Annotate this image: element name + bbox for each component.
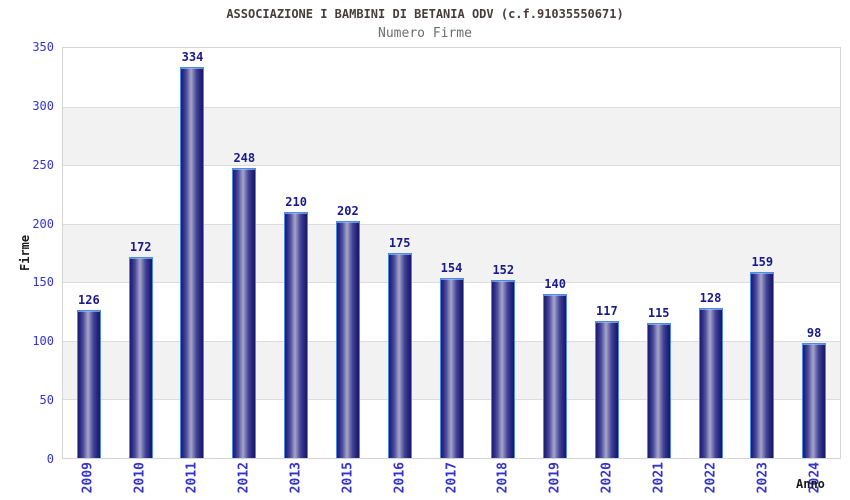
bar	[335, 221, 360, 458]
x-tick-label: 2023	[755, 462, 771, 494]
x-tick-label: 2021	[651, 462, 667, 494]
y-tick-label: 300	[32, 98, 54, 113]
y-tick-label: 50	[39, 393, 54, 408]
x-tick-label: 2017	[444, 462, 459, 494]
bar-value-label: 128	[699, 291, 722, 306]
bar	[387, 253, 412, 458]
x-axis-ticks: 2009 2010 2011 2012 2013 2015 2016 2017 2018 2019…	[62, 462, 841, 500]
bar-value-label: 172	[129, 239, 152, 254]
bar	[439, 277, 464, 458]
bar-value-label: 334	[181, 49, 204, 64]
plot-area: 126 172 334 248 210 202 175 154 152 140 117 115 128 1…	[62, 47, 841, 459]
bar-value-label: 175	[388, 236, 411, 250]
bar-value-label: 202	[337, 204, 359, 219]
y-tick-label: 0	[46, 452, 54, 466]
gridline	[63, 165, 840, 167]
bar-value-label: 159	[751, 254, 774, 269]
chart-title: ASSOCIAZIONE I BAMBINI DI BETANIA ODV (c…	[226, 7, 624, 21]
bar-value-label: 98	[806, 326, 822, 341]
y-tick-label: 250	[32, 157, 54, 172]
bar	[491, 279, 516, 458]
x-tick-label: 2010	[132, 462, 148, 494]
x-tick-label: 2011	[184, 462, 200, 494]
bar-value-label: 115	[647, 306, 670, 321]
bar-value-label: 248	[233, 150, 256, 165]
bar	[802, 343, 827, 458]
bar	[76, 310, 101, 458]
bar	[128, 256, 153, 458]
x-tick-label: 2015	[340, 462, 356, 494]
x-tick-label: 2018	[495, 462, 511, 494]
y-tick-label: 100	[32, 334, 54, 349]
bar	[543, 294, 568, 458]
bar-value-label: 210	[285, 195, 307, 209]
y-tick-label: 350	[32, 40, 54, 54]
y-tick-label: 150	[32, 275, 54, 290]
bar	[594, 320, 619, 458]
bar	[698, 308, 723, 458]
bar	[284, 212, 309, 458]
bar	[646, 323, 671, 458]
bar-value-label: 154	[440, 260, 463, 275]
y-axis-ticks: 0 50 100 150 200 250 300 350	[0, 40, 54, 466]
bar	[750, 271, 775, 458]
x-tick-label: 2022	[703, 462, 719, 494]
chart-subtitle: Numero Firme	[378, 26, 472, 41]
x-tick-label: 2020	[599, 462, 615, 494]
x-axis-title: Anno	[796, 477, 825, 491]
bar-value-label: 140	[544, 277, 566, 291]
bar-value-label: 126	[78, 293, 100, 308]
x-tick-label: 2019	[547, 462, 563, 494]
bar	[180, 66, 205, 458]
x-tick-label: 2012	[236, 462, 252, 494]
y-tick-label: 200	[32, 216, 54, 231]
x-tick-label: 2009	[80, 462, 96, 494]
bar-value-label: 117	[596, 303, 618, 318]
gridline	[63, 223, 840, 225]
bar-value-label: 152	[492, 262, 515, 277]
x-tick-label: 2013	[288, 462, 304, 494]
gridline	[63, 106, 840, 108]
x-tick-label: 2016	[392, 462, 408, 494]
bar	[232, 167, 257, 458]
